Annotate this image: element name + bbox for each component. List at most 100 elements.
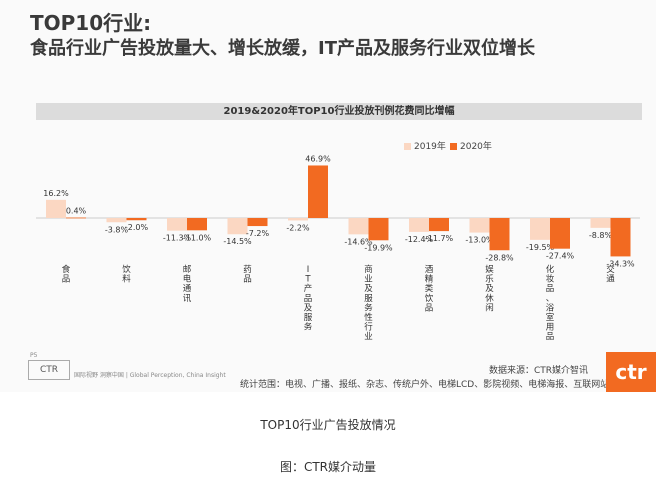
value-label-2020年-IT产品及服务: 46.9%: [305, 154, 331, 163]
category-label-IT产品及服务-5: 服: [304, 313, 313, 323]
bar-2020年-食品: [66, 217, 86, 219]
bar-2020年-娱乐及休闲: [489, 218, 510, 251]
category-label-化妆品/浴室用品-7: 品: [546, 332, 555, 342]
bar-2019年-食品: [46, 199, 66, 218]
category-label-化妆品/浴室用品-6: 用: [546, 323, 555, 333]
legend-label-2020: 2020年: [460, 142, 492, 152]
category-label-商业及服务性行业-7: 业: [364, 331, 373, 342]
category-label-IT产品及服务-3: 品: [304, 294, 313, 304]
value-label-2020年-邮电通讯: -11.0%: [183, 233, 212, 242]
category-label-IT产品及服务-2: 产: [304, 283, 313, 294]
page-number: P5: [30, 352, 38, 359]
stat-scope: 统计范围：电视、广播、报纸、杂志、传统户外、电梯LCD、影院视频、电梯海报、互联…: [240, 380, 610, 390]
category-label-邮电通讯-1: 电: [183, 274, 192, 285]
category-label-娱乐及休闲-3: 休: [485, 293, 494, 304]
value-label-2019年-化妆品/浴室用品: -19.5%: [526, 243, 555, 252]
legend-label-2019: 2019年: [414, 142, 446, 152]
category-label-商业及服务性行业-6: 行: [364, 322, 373, 333]
bar-2020年-饮料: [126, 218, 147, 221]
category-label-商业及服务性行业-2: 及: [364, 284, 373, 294]
category-label-药品-0: 药: [243, 264, 252, 275]
headline-line2: 食品行业广告投放量大、增长放缓，IT产品及服务行业双位增长: [30, 38, 535, 59]
category-label-酒精类饮品-2: 类: [425, 283, 434, 294]
category-label-化妆品/浴室用品-1: 妆: [546, 274, 555, 285]
category-label-商业及服务性行业-1: 业: [364, 274, 373, 285]
value-label-2019年-娱乐及休闲: -13.0%: [465, 236, 494, 245]
value-label-2020年-交通: -34.3%: [606, 259, 635, 268]
value-label-2019年-食品: 16.2%: [43, 189, 69, 198]
bar-2020年-商业及服务性行业: [368, 218, 389, 241]
category-label-化妆品/浴室用品-4: 浴: [546, 302, 555, 313]
category-label-商业及服务性行业-5: 性: [364, 312, 373, 323]
value-label-2020年-化妆品/浴室用品: -27.4%: [546, 252, 575, 261]
bar-2019年-交通: [590, 218, 611, 228]
category-label-化妆品/浴室用品-2: 品: [546, 284, 555, 294]
value-label-2020年-娱乐及休闲: -28.8%: [485, 253, 514, 262]
legend-item-2019: 2019年: [404, 139, 446, 152]
bar-2019年-商业及服务性行业: [348, 218, 369, 235]
category-label-IT产品及服务-0: I: [307, 265, 310, 275]
bar-2020年-化妆品/浴室用品: [550, 218, 570, 249]
category-label-娱乐及休闲-1: 乐: [485, 274, 494, 285]
category-label-娱乐及休闲-0: 娱: [485, 265, 494, 275]
category-label-化妆品/浴室用品-3: 、: [546, 294, 555, 304]
legend-swatch-2020: [450, 143, 457, 150]
bar-2020年-邮电通讯: [187, 218, 207, 231]
bar-2020年-交通: [610, 218, 631, 257]
data-source: 数据来源：CTR媒介智讯: [488, 366, 588, 376]
value-label-2019年-IT产品及服务: -2.2%: [286, 223, 310, 232]
category-label-食品-0: 食: [62, 264, 71, 275]
value-label-2020年-药品: -7.2%: [246, 229, 270, 238]
category-label-商业及服务性行业-3: 服: [364, 294, 373, 304]
value-label-2019年-药品: -14.5%: [223, 237, 252, 246]
headline: TOP10行业: 食品行业广告投放量大、增长放缓，IT产品及服务行业双位增长: [30, 10, 535, 62]
category-label-酒精类饮品-4: 品: [425, 303, 434, 313]
category-label-食品-1: 品: [62, 275, 71, 285]
category-label-商业及服务性行业-4: 务: [364, 302, 373, 313]
bar-2019年-化妆品/浴室用品: [530, 218, 550, 240]
value-label-2019年-商业及服务性行业: -14.6%: [344, 237, 373, 246]
category-label-药品-1: 品: [243, 275, 252, 285]
bar-2019年-酒精类饮品: [409, 218, 429, 232]
category-label-邮电通讯-0: 邮: [183, 264, 192, 275]
category-label-IT产品及服务-1: T: [304, 275, 311, 285]
value-label-2019年-酒精类饮品: -12.4%: [405, 235, 434, 244]
category-label-交通-0: 交: [606, 264, 615, 275]
ctr-small-logo: CTR: [28, 360, 70, 380]
category-label-邮电通讯-3: 讯: [183, 294, 192, 304]
value-label-2020年-饮料: -2.0%: [125, 223, 149, 232]
category-label-酒精类饮品-0: 酒: [425, 265, 434, 275]
value-label-2020年-酒精类饮品: -11.7%: [425, 234, 454, 243]
category-label-娱乐及休闲-4: 闲: [485, 303, 494, 313]
chart-title: 2019&2020年TOP10行业投放刊例花费同比增幅: [36, 103, 642, 120]
legend-swatch-2019: [404, 143, 411, 150]
bar-2019年-娱乐及休闲: [469, 218, 490, 233]
caption-credit: 图：CTR媒介动量: [279, 460, 377, 474]
legend-item-2020: 2020年: [450, 139, 492, 152]
caption-title: TOP10行业广告投放情况: [260, 418, 396, 432]
category-label-酒精类饮品-3: 饮: [425, 293, 434, 304]
bar-2019年-饮料: [106, 218, 127, 223]
category-label-娱乐及休闲-2: 及: [485, 284, 494, 294]
bar-2019年-邮电通讯: [167, 218, 187, 231]
bar-2019年-药品: [227, 218, 248, 235]
footer-slogan: 国际视野 洞察中国 | Global Perception, China Ins…: [74, 372, 226, 379]
category-label-酒精类饮品-1: 精: [425, 274, 434, 285]
value-label-2020年-食品: 0.4%: [66, 207, 87, 216]
value-label-2019年-饮料: -3.8%: [105, 225, 129, 234]
category-label-邮电通讯-2: 通: [183, 283, 192, 294]
category-label-交通-1: 通: [606, 274, 615, 285]
value-label-2019年-邮电通讯: -11.3%: [163, 234, 192, 243]
value-label-2019年-交通: -8.8%: [589, 231, 613, 240]
category-label-化妆品/浴室用品-0: 化: [546, 264, 555, 275]
bar-2020年-药品: [247, 218, 268, 227]
category-label-商业及服务性行业-0: 商: [364, 264, 373, 275]
value-label-2020年-商业及服务性行业: -19.9%: [364, 243, 393, 252]
category-label-饮料-1: 料: [122, 274, 131, 285]
headline-line1: TOP10行业:: [30, 11, 152, 35]
ctr-brand-logo: ctr: [606, 352, 656, 392]
category-label-IT产品及服务-6: 务: [304, 322, 313, 333]
category-label-饮料-0: 饮: [122, 264, 131, 275]
category-label-IT产品及服务-4: 及: [304, 303, 313, 313]
category-label-化妆品/浴室用品-5: 室: [546, 312, 555, 323]
